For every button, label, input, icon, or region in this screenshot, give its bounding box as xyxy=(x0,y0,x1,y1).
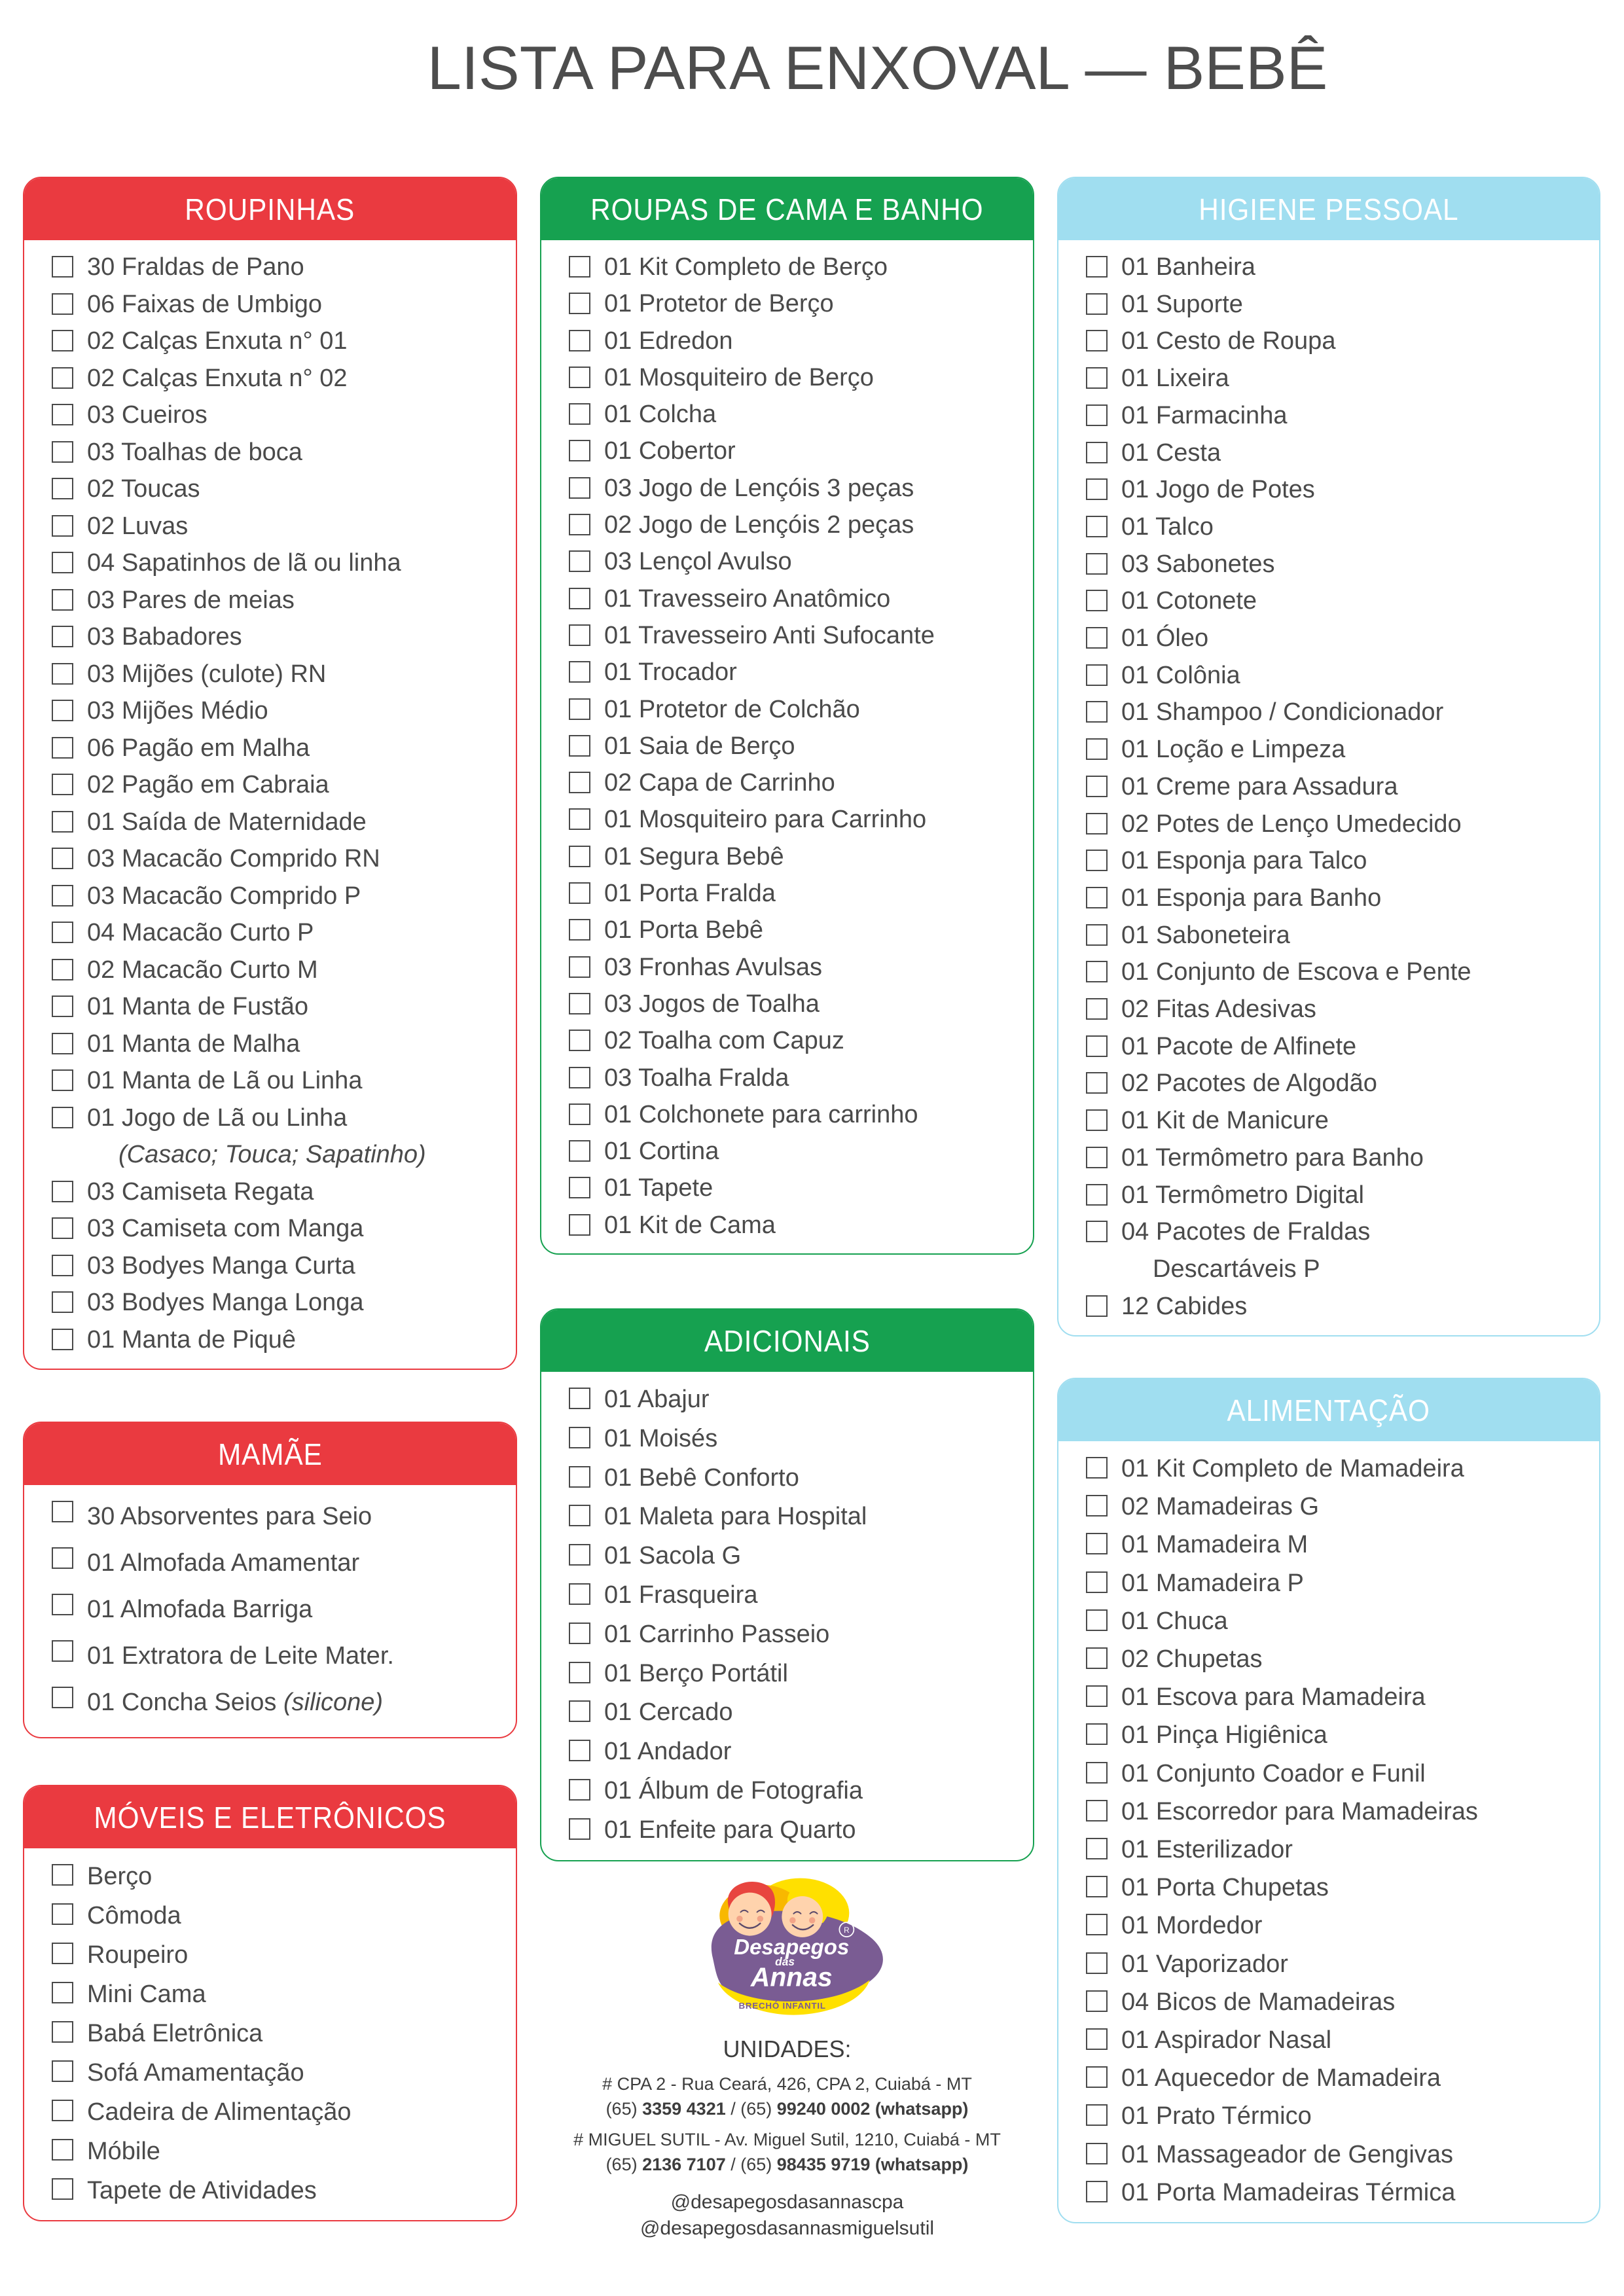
svg-text:BRECHÓ INFANTIL: BRECHÓ INFANTIL xyxy=(738,2001,825,2011)
svg-text:Annas: Annas xyxy=(749,1962,832,1992)
svg-text:R: R xyxy=(844,1926,850,1935)
